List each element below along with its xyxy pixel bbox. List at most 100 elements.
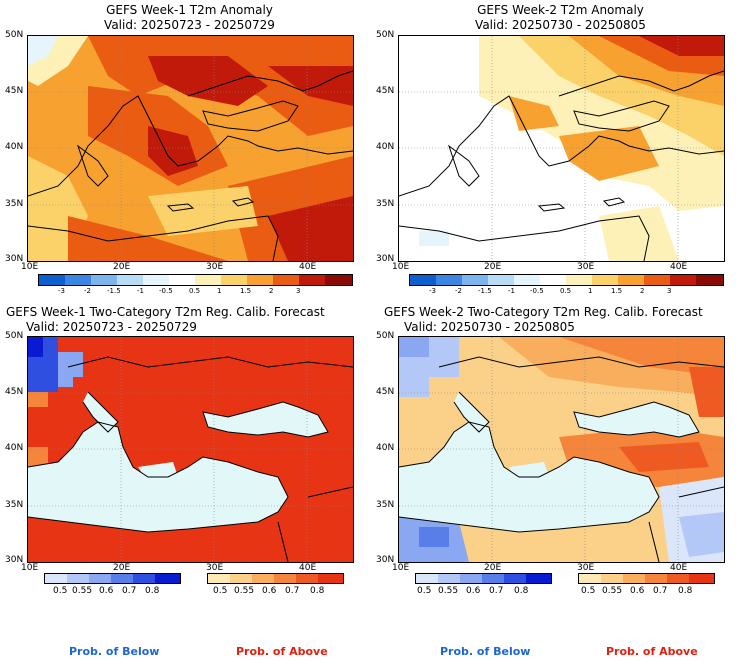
cbar2-tick: -0.5 (530, 287, 544, 295)
cbar2-tick: -3 (429, 287, 436, 295)
panel3-lon-20: 20E (113, 563, 131, 573)
panel4-lat-50: 50N (376, 331, 395, 341)
panel1-lon-30: 30E (206, 262, 224, 272)
panel4-lon-10: 10E (392, 563, 410, 573)
cbar-segment (91, 275, 117, 285)
cbar-segment (299, 275, 325, 285)
cbar2-tick: 1 (588, 287, 593, 295)
cbar2-tick: 2 (640, 287, 645, 295)
cbar-segment (667, 574, 689, 583)
panel4-lat-40: 40N (376, 443, 395, 453)
cbar-segment (230, 574, 252, 583)
cbar2-tick: -1.5 (478, 287, 492, 295)
panel1-lat-30: 30N (5, 254, 24, 264)
panel4-above-colorbar (578, 573, 715, 584)
panel3-lat-50: 50N (5, 331, 24, 341)
cbar-segment (623, 574, 645, 583)
panel3-map (27, 336, 354, 563)
prob-above-label: Prob. of Above (606, 645, 698, 658)
cbar-segment (111, 574, 133, 583)
above-tick: 0.8 (678, 586, 693, 596)
cbar-segment (592, 275, 618, 285)
cbar1-tick: -1.5 (107, 287, 121, 295)
cbar1-tick: 3 (296, 287, 301, 295)
cbar-segment (325, 275, 352, 285)
below-tick: 0.7 (489, 586, 504, 596)
cbar-segment (644, 275, 670, 285)
below-tick: 0.7 (122, 586, 137, 596)
panel2-lat-35: 35N (376, 199, 395, 209)
cbar-segment (247, 275, 273, 285)
panel3-lon-40: 40E (299, 563, 317, 573)
below-tick: 0.6 (466, 586, 481, 596)
cbar-segment (117, 275, 143, 285)
cbar-segment (618, 275, 644, 285)
panel4-lon-30: 30E (577, 563, 595, 573)
cbar-segment (462, 275, 488, 285)
panel2-lon-10: 10E (392, 262, 410, 272)
cbar-segment (410, 275, 436, 285)
above-tick: 0.6 (630, 586, 645, 596)
cbar-segment (208, 574, 230, 583)
cbar-segment (252, 574, 274, 583)
above-tick: 0.8 (310, 586, 325, 596)
cbar-segment (169, 275, 195, 285)
panel4-below-colorbar (415, 573, 552, 584)
prob-below-label: Prob. of Below (69, 645, 160, 658)
panel1-lat-50: 50N (5, 30, 24, 40)
cbar1-tick: 2 (269, 287, 274, 295)
cbar-segment (488, 275, 514, 285)
panel1-lon-20: 20E (113, 262, 131, 272)
above-tick: 0.5 (213, 586, 228, 596)
cbar-segment (579, 574, 601, 583)
below-tick: 0.5 (417, 586, 432, 596)
panel2-colorbar (409, 274, 724, 286)
cbar-segment (133, 574, 155, 583)
panel1-lat-35: 35N (5, 199, 24, 209)
below-tick: 0.6 (99, 586, 114, 596)
cbar-segment (526, 574, 551, 583)
cbar-segment (318, 574, 343, 583)
below-tick: 0.8 (514, 586, 529, 596)
panel1-map (27, 35, 354, 262)
cbar-segment (39, 275, 65, 285)
week1-probability-map (28, 337, 353, 562)
panel3-lon-30: 30E (206, 563, 224, 573)
cbar2-tick: 3 (667, 287, 672, 295)
cbar-segment (155, 574, 180, 583)
cbar2-tick: 1.5 (611, 287, 623, 295)
panel4-lat-30: 30N (376, 555, 395, 565)
cbar-segment (221, 275, 247, 285)
cbar2-tick: -1 (508, 287, 515, 295)
cbar-segment (296, 574, 318, 583)
cbar-segment (45, 574, 67, 583)
cbar-segment (67, 574, 89, 583)
panel2-lon-40: 40E (670, 262, 688, 272)
cbar1-tick: -1 (137, 287, 144, 295)
cbar1-tick: 1 (217, 287, 222, 295)
panel2-lat-30: 30N (376, 254, 395, 264)
above-tick: 0.6 (262, 586, 277, 596)
panel3-lat-35: 35N (5, 500, 24, 510)
above-tick: 0.7 (653, 586, 668, 596)
cbar-segment (696, 275, 723, 285)
cbar-segment (689, 574, 714, 583)
panel3-lat-45: 45N (5, 387, 24, 397)
cbar-segment (540, 275, 566, 285)
cbar-segment (65, 275, 91, 285)
panel2-lat-45: 45N (376, 86, 395, 96)
above-tick: 0.55 (602, 586, 623, 596)
panel3-lat-40: 40N (5, 443, 24, 453)
cbar-segment (195, 275, 221, 285)
panel1-colorbar (38, 274, 353, 286)
cbar-segment (566, 275, 592, 285)
cbar-segment (601, 574, 623, 583)
panel4-lon-20: 20E (484, 563, 502, 573)
cbar-segment (416, 574, 438, 583)
cbar-segment (143, 275, 169, 285)
panel3-lon-10: 10E (21, 563, 39, 573)
panel2-title: GEFS Week-2 T2m Anomaly Valid: 20250730 -… (475, 3, 646, 32)
prob-above-label: Prob. of Above (236, 645, 328, 658)
cbar2-tick: 0.5 (560, 287, 572, 295)
panel2-lat-40: 40N (376, 142, 395, 152)
